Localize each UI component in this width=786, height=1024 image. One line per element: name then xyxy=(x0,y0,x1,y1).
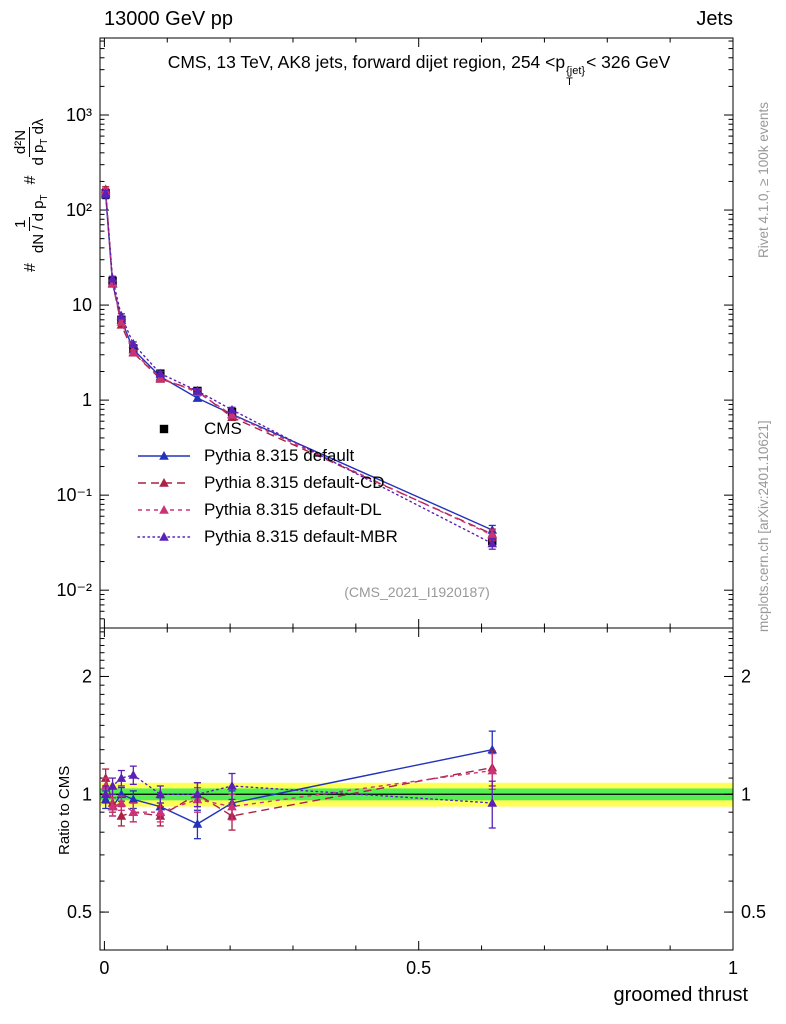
fraction-numerator: 1 xyxy=(12,216,31,231)
x-axis-label: groomed thrust xyxy=(613,984,748,1006)
legend-item-pythia-8-315-default-mbr: Pythia 8.315 default-MBR xyxy=(136,527,398,546)
svg-text:10: 10 xyxy=(72,295,92,315)
mcplots-credit-label: mcplots.cern.ch [arXiv:2401.10621] xyxy=(756,420,771,632)
pt-superscript: {jet} xyxy=(566,65,586,77)
fraction-denominator: d pT dλ xyxy=(30,119,51,166)
axes: 0 0.5 1 10⁻² 10⁻¹ 1 10 10² 10³ 0.5 0.5 1 1 2 2 xyxy=(56,37,766,978)
legend-item-pythia-8-315-default-cd: Pythia 8.315 default-CD xyxy=(136,473,398,492)
ylabel-fraction-2: d²N d pT dλ xyxy=(12,119,51,166)
svg-text:0: 0 xyxy=(99,958,109,978)
den-text: dN / d p xyxy=(30,200,48,254)
svg-text:0.5: 0.5 xyxy=(406,958,431,978)
legend: CMS Pythia 8.315 default Pythia 8.315 defa… xyxy=(136,419,398,546)
legend-label: Pythia 8.315 default-CD xyxy=(204,473,385,492)
legend-item-cms: CMS xyxy=(136,419,398,438)
svg-text:0.5: 0.5 xyxy=(67,902,92,922)
legend-item-pythia-8-315-default: Pythia 8.315 default xyxy=(136,446,398,465)
legend-triangle-marker-icon xyxy=(138,505,190,514)
legend-triangle-marker-icon xyxy=(137,532,191,541)
svg-text:2: 2 xyxy=(82,666,92,686)
main-panel-series xyxy=(100,184,498,550)
pt-base-symbol: p xyxy=(555,52,566,72)
plot-title: CMS, 13 TeV, AK8 jets, forward dijet reg… xyxy=(102,52,736,88)
fraction-numerator: d²N xyxy=(12,126,31,158)
svg-text:0.5: 0.5 xyxy=(741,902,766,922)
legend-triangle-marker-icon xyxy=(138,478,190,487)
legend-square-marker-icon xyxy=(159,424,169,434)
svg-text:10⁻¹: 10⁻¹ xyxy=(56,485,92,505)
svg-text:2: 2 xyxy=(741,666,751,686)
series-pythia-8-315-default-mbr xyxy=(100,188,498,550)
legend-label: Pythia 8.315 default xyxy=(204,446,355,465)
fraction-denominator: dN / d pT xyxy=(30,194,51,253)
svg-text:10⁻²: 10⁻² xyxy=(56,580,92,600)
legend-label: Pythia 8.315 default-DL xyxy=(204,500,382,519)
hash-symbol: # xyxy=(22,263,40,272)
svg-text:1: 1 xyxy=(82,784,92,804)
svg-text:1: 1 xyxy=(741,784,751,804)
legend-label: Pythia 8.315 default-MBR xyxy=(204,527,398,546)
y-axis-label: # 1 dN / d pT # d²N d pT dλ xyxy=(12,119,51,272)
legend-triangle-marker-icon xyxy=(138,451,190,460)
pt-jet-symbol: {jet} T xyxy=(566,66,585,88)
analysis-id-watermark: (CMS_2021_I1920187) xyxy=(344,584,490,600)
legend-item-pythia-8-315-default-dl: Pythia 8.315 default-DL xyxy=(136,500,398,519)
plot-title-prefix: CMS, 13 TeV, AK8 jets, forward dijet reg… xyxy=(167,52,556,72)
svg-text:10²: 10² xyxy=(66,200,92,220)
den-sub: T xyxy=(39,194,51,201)
series-pythia-8-315-default-mbr xyxy=(100,765,498,829)
pt-subscript: T xyxy=(566,76,573,88)
rivet-version-label: Rivet 4.1.0, ≥ 100k events xyxy=(756,102,771,258)
analysis-group-label: Jets xyxy=(696,8,733,30)
svg-text:10³: 10³ xyxy=(66,105,92,125)
beam-energy-label: 13000 GeV pp xyxy=(104,8,233,30)
den-sub: T xyxy=(39,138,51,145)
den-text: dλ xyxy=(30,118,48,139)
ratio-panel-series xyxy=(100,730,498,840)
ratio-axis-label: Ratio to CMS xyxy=(56,765,73,855)
legend-label: CMS xyxy=(204,419,242,438)
hash-symbol: # xyxy=(22,175,40,185)
plot-title-suffix: < 326 GeV xyxy=(586,52,671,72)
den-text: d p xyxy=(30,144,48,166)
svg-text:1: 1 xyxy=(728,958,738,978)
ylabel-fraction-1: 1 dN / d pT xyxy=(12,194,51,253)
svg-text:1: 1 xyxy=(82,390,92,410)
